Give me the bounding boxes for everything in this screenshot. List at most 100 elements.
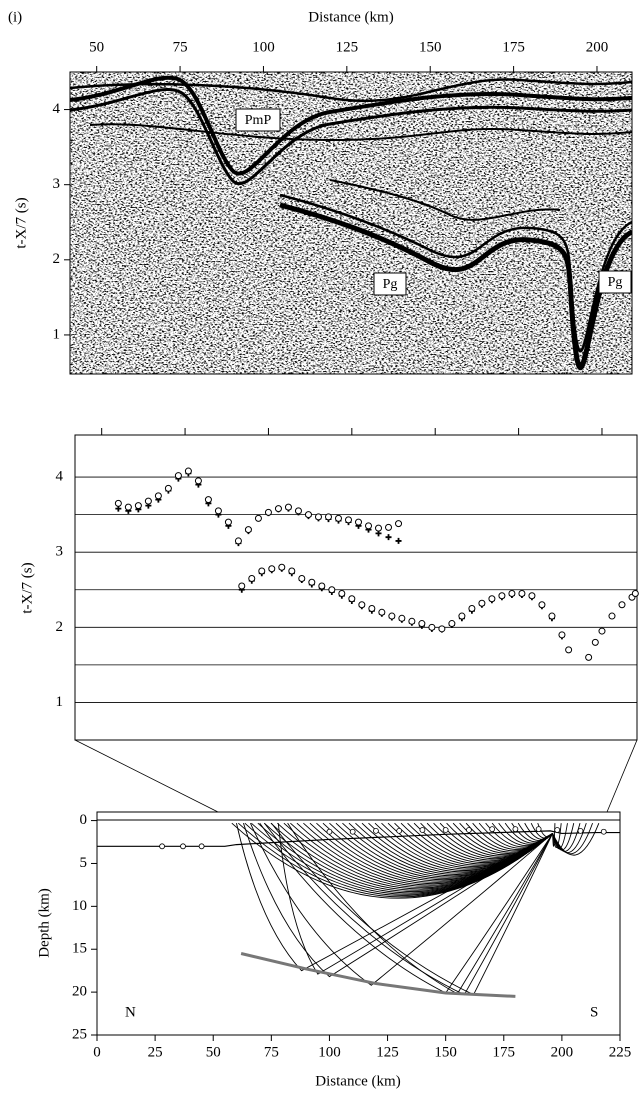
ray [277,823,553,975]
plot-background [97,812,620,1035]
y-axis-title: t-X/7 (s) [13,197,29,248]
point [418,620,426,628]
station [373,827,379,834]
ray [259,822,553,994]
y-tick-label: 2 [53,251,61,267]
point [395,520,403,528]
point [234,537,242,545]
point [344,516,352,524]
x-tick-label: 75 [264,1044,279,1060]
station [326,828,333,835]
traveltime-plot: t-X/7 (s) 1 2 3 4 [19,428,639,741]
frame [74,434,638,741]
point [538,601,546,609]
y-tick-label: 15 [72,941,87,957]
x-tick-label: 200 [586,39,609,55]
frame [69,71,633,375]
point [224,518,232,526]
x-tick-label: 50 [206,1044,221,1060]
point [565,646,573,654]
y-tick-label: 3 [53,176,61,192]
point [365,522,373,530]
annotation-box [235,108,281,132]
point [385,523,393,531]
point [518,590,526,598]
direction-label: N [125,1004,136,1020]
point [591,638,599,646]
point [558,631,566,639]
annotation-box [373,272,407,296]
station [419,827,426,833]
record-bands [70,75,632,370]
point [378,608,386,616]
x-tick-label: 200 [551,1044,574,1060]
ray [250,822,553,986]
point [114,499,122,507]
point [268,565,276,573]
x-tick-label: 0 [93,1044,101,1060]
point [144,497,152,505]
point [238,582,246,590]
point [598,627,606,635]
point [398,614,406,622]
point [324,513,332,521]
point [528,592,536,600]
station [577,827,584,834]
point [618,601,626,609]
point [348,595,356,603]
station [489,826,496,833]
annotation: Pg [383,277,398,292]
point [244,526,252,534]
x-tick-label: 125 [376,1044,399,1060]
point [334,514,342,522]
point [468,605,476,613]
y-tick-label: 4 [56,469,64,485]
station [180,843,186,850]
y-tick-label: 1 [56,694,64,710]
station [442,827,449,833]
x-tick-label: 100 [252,39,275,55]
point [288,567,296,575]
x-axis-title: Distance (km) [315,1073,400,1089]
ray [243,823,553,978]
point [214,507,222,515]
frame [96,811,621,1036]
point [388,612,396,620]
x-tick-label: 75 [173,39,188,55]
point [355,518,363,526]
station [512,826,519,833]
point [304,511,312,519]
point [274,505,282,513]
y-axis-title: Depth (km) [36,888,52,958]
zoom-line [74,739,219,813]
point [448,620,456,628]
ray [552,822,600,856]
point [298,574,306,582]
point [428,623,436,631]
x-tick-label: 150 [434,1044,457,1060]
x-tick-label: 100 [318,1044,341,1060]
point [248,574,256,582]
point [164,484,172,492]
station [600,828,607,835]
point [308,578,316,586]
annotation: Pg [608,275,623,290]
point [264,508,272,516]
point [438,625,446,633]
y-tick-label: 1 [53,326,61,342]
rays [231,822,600,996]
x-tick-label: 225 [609,1044,632,1060]
record-section: PmP Pg Pg Distance (km) t-X/7 (s) 50 75 10… [13,9,633,375]
model-line [97,830,620,847]
x-tick-label: 25 [148,1044,163,1060]
point [154,492,162,500]
y-tick-label: 4 [53,101,61,117]
point [184,467,192,475]
point [258,567,266,575]
x-tick-label: 150 [419,39,442,55]
point [284,503,292,511]
point [368,605,376,613]
y-tick-label: 20 [72,984,87,1000]
